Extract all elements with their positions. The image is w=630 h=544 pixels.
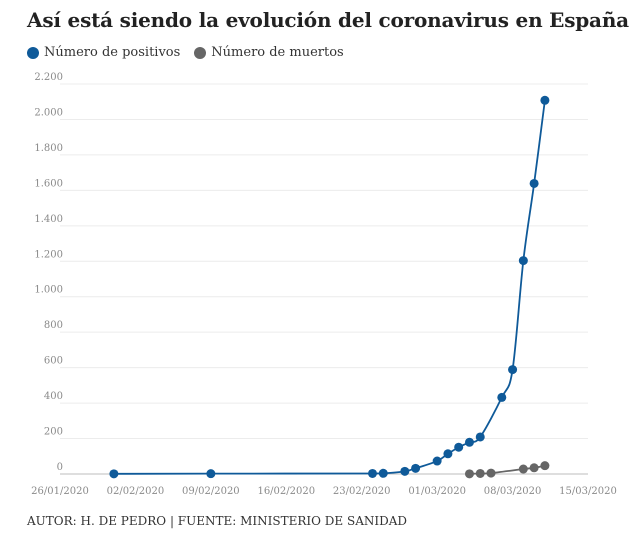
- y-tick-label: 800: [44, 320, 63, 331]
- x-tick-label: 08/03/2020: [484, 486, 542, 497]
- data-point[interactable]: [109, 469, 119, 479]
- data-point[interactable]: [443, 449, 453, 459]
- data-point[interactable]: [486, 468, 496, 478]
- x-tick-label: 09/02/2020: [182, 486, 240, 497]
- chart-legend: Número de positivos Número de muertos: [27, 45, 358, 60]
- data-point[interactable]: [508, 365, 518, 375]
- data-point[interactable]: [400, 466, 410, 476]
- y-tick-label: 1.000: [34, 285, 63, 296]
- y-tick-label: 200: [44, 427, 63, 438]
- data-point[interactable]: [529, 463, 539, 473]
- x-tick-label: 26/01/2020: [31, 486, 89, 497]
- data-point[interactable]: [540, 461, 550, 471]
- x-tick-label: 23/02/2020: [333, 486, 391, 497]
- x-tick-label: 16/02/2020: [257, 486, 315, 497]
- data-point[interactable]: [367, 468, 377, 478]
- y-tick-label: 1.800: [34, 143, 63, 154]
- data-point[interactable]: [518, 464, 528, 474]
- y-tick-label: 400: [44, 391, 63, 402]
- y-tick-label: 600: [44, 356, 63, 367]
- legend-label-positivos: Número de positivos: [44, 45, 181, 60]
- data-point[interactable]: [475, 468, 485, 478]
- y-axis-ticks: 0 200 400 600 800 1.000 1.200 1.400 1.600 1.800 2.…: [34, 72, 63, 473]
- y-tick-label: 1.200: [34, 249, 63, 260]
- x-axis-ticks: 26/01/2020 02/02/2020 09/02/2020 16/02/2020…: [31, 486, 617, 497]
- series-points: [109, 95, 550, 479]
- legend-item-muertos[interactable]: Número de muertos: [194, 45, 344, 60]
- legend-marker-muertos: [194, 46, 207, 59]
- data-point[interactable]: [518, 256, 528, 266]
- y-tick-label: 2.000: [34, 107, 63, 118]
- y-tick-label: 1.600: [34, 178, 63, 189]
- legend-item-positivos[interactable]: Número de positivos: [27, 45, 180, 60]
- x-tick-label: 02/02/2020: [107, 486, 165, 497]
- data-point[interactable]: [464, 437, 474, 447]
- data-point[interactable]: [540, 95, 550, 105]
- x-tick-label: 15/03/2020: [559, 486, 617, 497]
- chart-title: Así está siendo la evolución del coronav…: [27, 8, 629, 32]
- legend-marker-positivos: [27, 46, 39, 59]
- data-point[interactable]: [454, 442, 464, 452]
- y-tick-label: 1.400: [34, 214, 63, 225]
- y-tick-label: 2.200: [34, 72, 63, 83]
- data-point[interactable]: [378, 468, 388, 478]
- y-tick-label: 0: [57, 462, 63, 473]
- gridlines: [60, 83, 588, 475]
- data-point[interactable]: [475, 432, 485, 442]
- x-tick-label: 01/03/2020: [408, 486, 466, 497]
- source-credit: AUTOR: H. DE PEDRO | FUENTE: MINISTERIO …: [27, 514, 408, 528]
- data-point[interactable]: [411, 463, 421, 473]
- series-line-0: [113, 100, 546, 475]
- data-point[interactable]: [206, 469, 216, 479]
- data-point[interactable]: [529, 178, 539, 188]
- data-point[interactable]: [464, 469, 474, 479]
- data-point[interactable]: [497, 392, 507, 402]
- series-lines: [113, 100, 546, 475]
- data-point[interactable]: [432, 456, 442, 466]
- legend-label-muertos: Número de muertos: [211, 45, 344, 60]
